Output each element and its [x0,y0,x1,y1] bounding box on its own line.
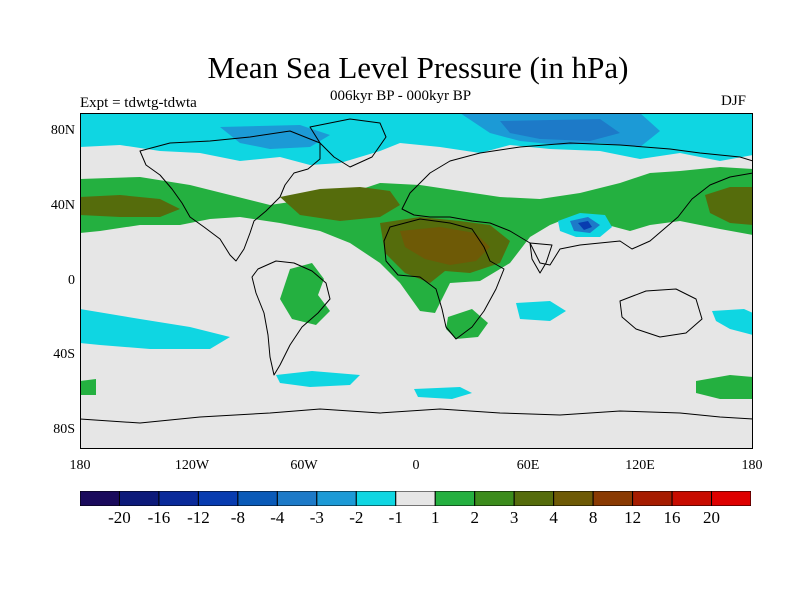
south-america-positive [280,263,330,325]
colorbar-label: -16 [147,508,171,527]
sahara-brown-core [400,227,490,265]
colorbar-label: 4 [549,508,558,527]
coastlines [80,118,753,424]
colorbar-swatch [80,491,120,506]
colorbar-swatch [197,491,239,506]
southern-africa-positive [446,309,488,339]
colorbar-swatch [513,491,555,506]
map-frame [80,113,753,449]
lat-tick-40s: 40S [53,347,75,362]
colorbar-swatch [671,491,713,506]
arctic-blue-patch-3 [220,125,330,149]
lat-tick-80s: 80S [53,422,75,437]
colorbar-label: -8 [230,508,245,527]
colorbar-label: 8 [588,508,598,527]
experiment-label: Expt = tdwtg-tdwta [80,95,197,111]
colorbar-label: 3 [509,508,519,527]
colorbar-label: -20 [108,508,131,527]
colorbar-label: -12 [187,508,210,527]
south-pacific-positive-east [696,375,753,399]
north-pacific-core [80,195,180,217]
colorbar-label: -4 [270,508,285,527]
tibet-negative-center [578,221,592,230]
map-subtitle: 006kyr BP - 000kyr BP [330,88,472,104]
arctic-blue-patch-2 [500,119,620,141]
australia-east-negative [712,309,753,335]
north-atlantic-core [280,187,400,221]
southern-ocean-negative-2 [414,387,472,399]
colorbar-swatch [276,491,318,506]
lon-tick-0: 0 [412,458,420,473]
lon-tick-60e: 60E [516,458,540,473]
colorbar-swatch [434,491,476,506]
colorbar [80,491,751,506]
colorbar-swatch [632,491,673,506]
lat-tick-40n: 40N [50,198,75,213]
north-pacific-core-east [705,187,753,225]
colorbar-swatch [158,491,199,506]
southern-ocean-negative [276,371,360,387]
colorbar-label: -3 [309,508,324,527]
lon-tick-120e: 120E [625,458,655,473]
lat-tick-0: 0 [68,273,75,288]
colorbar-label: 12 [624,508,642,527]
colorbar-label: 16 [663,508,681,527]
colorbar-swatch [237,491,278,506]
pressure-map [80,113,753,449]
colorbar-swatch [711,491,751,506]
colorbar-label: -1 [388,508,403,527]
colorbar-swatch [553,491,594,506]
colorbar-label: -2 [349,508,364,527]
colorbar-swatch [592,491,634,506]
colorbar-label: 2 [470,508,479,527]
colorbar-label: 1 [430,508,440,527]
colorbar-swatch [316,491,357,506]
colorbar-swatch [474,491,515,506]
lat-tick-80n: 80N [50,123,75,138]
south-indian-negative [516,301,566,321]
lon-tick-120w: 120W [174,458,210,473]
south-pacific-negative [80,309,230,349]
lon-tick-180e: 180 [741,458,763,473]
colorbar-swatch [395,491,436,506]
south-pacific-positive-west [80,379,96,395]
colorbar-label: 20 [703,508,721,527]
season-label: DJF [721,93,747,109]
lon-tick-60w: 60W [290,458,318,473]
map-title: Mean Sea Level Pressure (in hPa) [207,50,629,85]
colorbar-swatch [118,491,160,506]
colorbar-swatch [355,491,397,506]
lon-tick-180w: 180 [69,458,91,473]
